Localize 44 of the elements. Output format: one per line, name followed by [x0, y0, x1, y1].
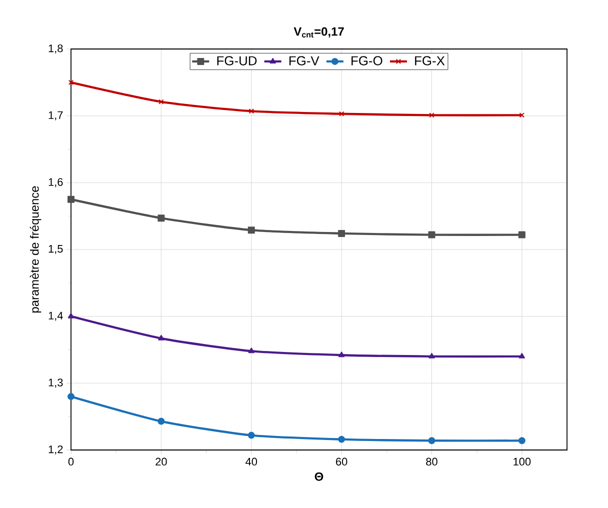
point [338, 230, 346, 237]
point [518, 437, 526, 444]
point [158, 99, 164, 104]
x-axis-title: Θ [314, 472, 324, 481]
point [338, 436, 346, 443]
point [158, 334, 164, 340]
point [68, 393, 74, 400]
point [158, 214, 165, 222]
y-tick-label: 1,2 [48, 445, 63, 455]
legend-label: FG-V [289, 56, 320, 66]
point [338, 111, 344, 116]
point [338, 352, 345, 358]
legend-label: FG-X [415, 56, 445, 66]
x-tick-label: 20 [156, 458, 167, 466]
point [248, 226, 255, 234]
point [68, 196, 74, 203]
chart-title: V$_{cnt}$=0,17 [294, 27, 344, 38]
x-tick-label: 40 [246, 458, 258, 466]
y-tick-label: 1,5 [48, 245, 63, 254]
point [518, 231, 526, 238]
y-tick-label: 1,4 [48, 312, 63, 321]
point [68, 312, 74, 318]
y-tick-label: 1,3 [48, 378, 63, 388]
y-tick-label: 1,7 [48, 111, 63, 120]
point [519, 112, 525, 118]
point [518, 352, 526, 358]
point [428, 231, 436, 238]
y-tick-label: 1,6 [48, 178, 63, 188]
point [248, 348, 254, 354]
x-tick-label: 60 [336, 458, 348, 466]
x-tick-label: 0 [68, 458, 74, 466]
point [428, 352, 435, 358]
point [428, 437, 436, 444]
point [248, 432, 255, 439]
legend-label: FG-UD [217, 56, 257, 66]
x-tick-label: 100 [514, 458, 531, 466]
point [248, 108, 254, 114]
point [429, 112, 434, 118]
y-tick-label: 1,8 [48, 44, 63, 54]
y-axis-title: paramètre de fréquence [30, 186, 42, 313]
legend-label: FG-O [352, 56, 382, 66]
point [68, 80, 74, 86]
x-tick-label: 80 [426, 458, 438, 466]
point [158, 418, 165, 425]
